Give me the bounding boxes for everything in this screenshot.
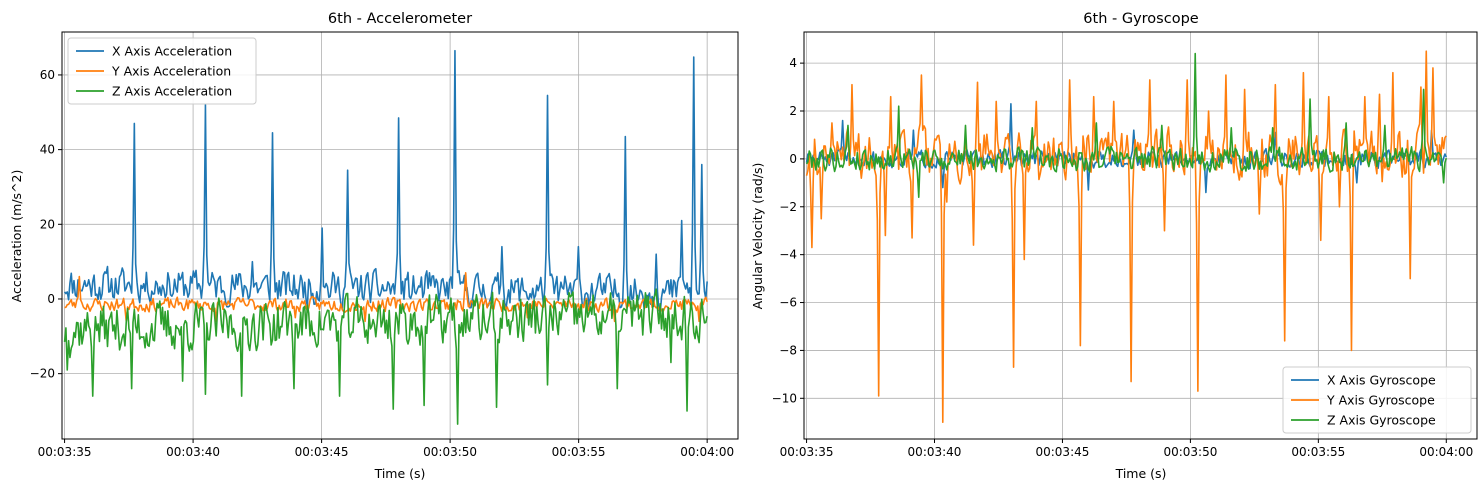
accelerometer-chart: 6th - Accelerometer Time (s) Acceleratio… (9, 11, 739, 481)
legend-label: Z Axis Acceleration (112, 84, 232, 99)
y-axis-label: Angular Velocity (rad/s) (750, 163, 765, 310)
series-line-1 (805, 50, 1447, 424)
legend: X Axis Gyroscope Y Axis Gyroscope Z Axis G… (1282, 366, 1472, 434)
series-line-1 (64, 272, 708, 323)
chart-title: 6th - Gyroscope (1083, 11, 1198, 27)
legend-label: X Axis Acceleration (112, 44, 232, 59)
x-tick-label: 00:03:45 (1035, 445, 1089, 459)
x-tick-label: 00:03:50 (423, 445, 477, 459)
y-tick-label: 0 (47, 292, 55, 306)
x-tick-label: 00:03:55 (552, 445, 606, 459)
x-tick-label: 00:03:35 (38, 445, 92, 459)
legend-box (1282, 366, 1472, 434)
series-line-0 (63, 49, 708, 314)
y-tick-label: −8 (779, 343, 797, 357)
y-tick-label: 60 (40, 68, 55, 82)
x-tick-label: 00:04:00 (1419, 445, 1473, 459)
x-axis-label: Time (s) (374, 466, 426, 481)
x-tick-label: 00:03:40 (908, 445, 962, 459)
legend-label: Y Axis Gyroscope (1326, 393, 1435, 408)
x-tick-label: 00:03:55 (1291, 445, 1345, 459)
y-tick-label: −2 (779, 200, 797, 214)
y-axis-label: Acceleration (m/s^2) (9, 170, 24, 303)
legend-label: Z Axis Gyroscope (1327, 413, 1436, 428)
gyroscope-chart: 6th - Gyroscope Time (s) Angular Velocit… (750, 11, 1478, 481)
legend-box (67, 37, 257, 105)
y-tick-label: 4 (789, 56, 797, 70)
y-tick-label: −20 (30, 367, 55, 381)
y-tick-label: −4 (779, 248, 797, 262)
y-tick-label: 20 (40, 217, 55, 231)
series-line-2 (63, 288, 708, 425)
x-tick-label: 00:03:40 (166, 445, 220, 459)
plot-frame (803, 31, 1478, 440)
legend-label: Y Axis Acceleration (111, 64, 231, 79)
x-tick-label: 00:03:45 (295, 445, 349, 459)
x-axis-label: Time (s) (1115, 466, 1167, 481)
y-tick-label: −10 (772, 391, 797, 405)
series-line-2 (805, 52, 1448, 198)
y-tick-label: −6 (779, 296, 797, 310)
y-tick-label: 40 (40, 143, 55, 157)
chart-title: 6th - Accelerometer (328, 11, 472, 27)
plot-frame (61, 31, 739, 440)
y-tick-label: 2 (789, 104, 797, 118)
x-tick-label: 00:04:00 (680, 445, 734, 459)
legend: X Axis Acceleration Y Axis Acceleration Z … (67, 37, 257, 105)
legend-label: X Axis Gyroscope (1327, 373, 1436, 388)
x-tick-label: 00:03:35 (780, 445, 834, 459)
y-tick-label: 0 (789, 152, 797, 166)
x-tick-label: 00:03:50 (1163, 445, 1217, 459)
